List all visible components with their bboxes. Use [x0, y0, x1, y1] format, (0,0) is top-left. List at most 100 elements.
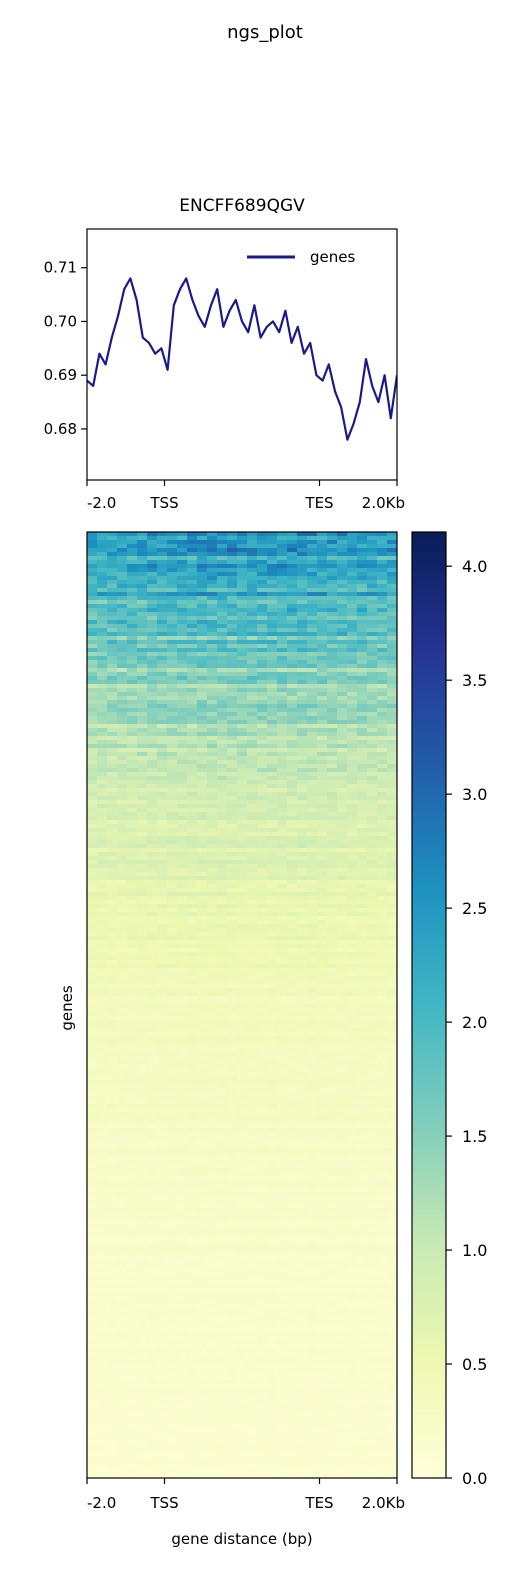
heatmap-cell	[277, 884, 288, 889]
heatmap-cell	[267, 776, 278, 781]
heatmap-cell	[277, 652, 288, 657]
heatmap-cell	[317, 684, 328, 689]
heatmap-cell	[237, 720, 248, 725]
heatmap-cell	[327, 904, 338, 909]
heatmap-cell	[357, 860, 368, 865]
heatmap-cell	[267, 1008, 278, 1013]
heatmap-cell	[157, 816, 168, 821]
heatmap-cell	[167, 832, 178, 837]
heatmap-cell	[387, 1136, 397, 1141]
heatmap-cell	[337, 1140, 348, 1145]
heatmap-cell	[257, 584, 268, 589]
heatmap-cell	[167, 636, 178, 641]
heatmap-cell	[357, 636, 368, 641]
heatmap-cell	[377, 1092, 388, 1097]
heatmap-cell	[387, 1068, 397, 1073]
heatmap-cell	[347, 752, 358, 757]
heatmap-cell	[187, 1052, 198, 1057]
heatmap-cell	[197, 796, 208, 801]
heatmap-cell	[237, 880, 248, 885]
heatmap-cell	[167, 604, 178, 609]
heatmap-cell	[347, 724, 358, 729]
heatmap-cell	[217, 708, 228, 713]
heatmap-cell	[87, 752, 98, 757]
heatmap-cell	[387, 924, 397, 929]
heatmap-cell	[137, 980, 148, 985]
heatmap-cell	[167, 640, 178, 645]
heatmap-cell	[157, 632, 168, 637]
heatmap-cell	[247, 1024, 258, 1029]
heatmap-cell	[177, 732, 188, 737]
heatmap-cell	[317, 804, 328, 809]
heatmap-cell	[177, 1152, 188, 1157]
heatmap-cell	[127, 900, 138, 905]
heatmap-cell	[357, 792, 368, 797]
heatmap-cell	[317, 708, 328, 713]
heatmap-cell	[227, 1016, 238, 1021]
heatmap-cell	[327, 1144, 338, 1149]
heatmap-cell	[227, 640, 238, 645]
heatmap-cell	[97, 624, 108, 629]
heatmap-cell	[137, 556, 148, 561]
heatmap-cell	[287, 880, 298, 885]
heatmap-cell	[317, 680, 328, 685]
heatmap-cell	[237, 1112, 248, 1117]
heatmap-cell	[107, 1128, 118, 1133]
heatmap-cell	[187, 928, 198, 933]
heatmap-cell	[107, 1024, 118, 1029]
heatmap-cell	[127, 1100, 138, 1105]
heatmap-cell	[367, 580, 378, 585]
heatmap-cell	[277, 920, 288, 925]
heatmap-cell	[237, 956, 248, 961]
heatmap-cell	[287, 1108, 298, 1113]
heatmap-cell	[257, 932, 268, 937]
heatmap-cell	[277, 632, 288, 637]
heatmap-cell	[177, 1164, 188, 1169]
heatmap-cell	[307, 696, 318, 701]
heatmap-cell	[137, 792, 148, 797]
heatmap-cell	[237, 900, 248, 905]
heatmap-cell	[157, 788, 168, 793]
heatmap-cell	[127, 564, 138, 569]
heatmap-cell	[287, 580, 298, 585]
heatmap-cell	[287, 784, 298, 789]
heatmap-cell	[127, 1048, 138, 1053]
heatmap-cell	[197, 1156, 208, 1161]
heatmap-cell	[197, 652, 208, 657]
heatmap-cell	[127, 744, 138, 749]
heatmap-cell	[287, 732, 298, 737]
heatmap-cell	[387, 540, 397, 545]
heatmap-cell	[257, 580, 268, 585]
heatmap-cell	[147, 1120, 158, 1125]
heatmap-cell	[137, 1132, 148, 1137]
heatmap-cell	[157, 900, 168, 905]
heatmap-cell	[317, 532, 328, 537]
heatmap-cell	[237, 684, 248, 689]
heatmap-cell	[277, 680, 288, 685]
heatmap-cell	[197, 688, 208, 693]
heatmap-cell	[247, 940, 258, 945]
heatmap-cell	[387, 1116, 397, 1121]
heatmap-cell	[117, 1060, 128, 1065]
heatmap-cell	[387, 592, 397, 597]
heatmap-cell	[367, 1132, 378, 1137]
heatmap-cell	[177, 808, 188, 813]
heatmap-cell	[297, 808, 308, 813]
heatmap-cell	[147, 740, 158, 745]
heatmap-cell	[317, 880, 328, 885]
heatmap-cell	[227, 1024, 238, 1029]
heatmap-cell	[327, 852, 338, 857]
heatmap-cell	[177, 756, 188, 761]
heatmap-cell	[317, 1088, 328, 1093]
heatmap-cell	[117, 896, 128, 901]
heatmap-cell	[187, 608, 198, 613]
heatmap-cell	[287, 1064, 298, 1069]
heatmap-cell	[387, 940, 397, 945]
heatmap-cell	[347, 1048, 358, 1053]
heatmap-cell	[167, 892, 178, 897]
heatmap-cell	[177, 816, 188, 821]
heatmap-cell	[127, 936, 138, 941]
heatmap-cell	[357, 584, 368, 589]
heatmap-cell	[157, 1072, 168, 1077]
heatmap-cell	[97, 760, 108, 765]
